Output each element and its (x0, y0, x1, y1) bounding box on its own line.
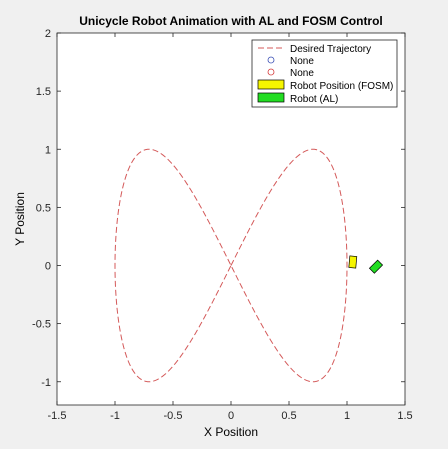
y-axis-label: Y Position (13, 192, 27, 246)
y-tick-label: 2 (45, 28, 51, 40)
robot-fosm-marker (348, 255, 358, 269)
x-axis-label: X Position (204, 425, 258, 439)
trajectory-layer (114, 148, 348, 383)
legend-robot-al-swatch (257, 92, 285, 103)
y-tick-label: 0.5 (36, 202, 51, 214)
y-tick-label: 1 (45, 144, 51, 156)
desired-trajectory-line (114, 148, 348, 383)
x-tick-label: -0.5 (164, 410, 183, 422)
y-tick-label: 1.5 (36, 86, 51, 98)
robot-layer (348, 255, 384, 274)
robot-al-marker (368, 259, 384, 274)
legend-robot-fosm-swatch (257, 79, 285, 90)
y-tick-label: -1 (41, 377, 51, 389)
y-axis-ticks: -1 -0.5 0 0.5 1 1.5 2 (32, 28, 405, 389)
x-tick-label: 1.5 (397, 410, 412, 422)
legend-none-blue-label: None (290, 56, 314, 67)
legend-robot-al-label: Robot (AL) (290, 94, 338, 105)
legend-none-red-swatch (267, 68, 275, 76)
legend-none-blue-swatch (267, 56, 275, 64)
x-tick-label: 1 (344, 410, 350, 422)
x-tick-label: -1.5 (48, 410, 67, 422)
chart-title: Unicycle Robot Animation with AL and FOS… (79, 14, 383, 28)
x-axis-ticks: -1.5 -1 -0.5 0 0.5 1 1.5 (48, 33, 413, 422)
x-tick-label: 0 (228, 410, 234, 422)
y-tick-label: 0 (45, 261, 51, 273)
x-tick-label: -1 (110, 410, 120, 422)
y-tick-label: -0.5 (32, 319, 51, 331)
x-tick-label: 0.5 (281, 410, 296, 422)
legend-desired-trajectory-label: Desired Trajectory (290, 44, 371, 55)
legend-none-red-label: None (290, 68, 314, 79)
legend-robot-fosm-label: Robot Position (FOSM) (290, 81, 393, 92)
